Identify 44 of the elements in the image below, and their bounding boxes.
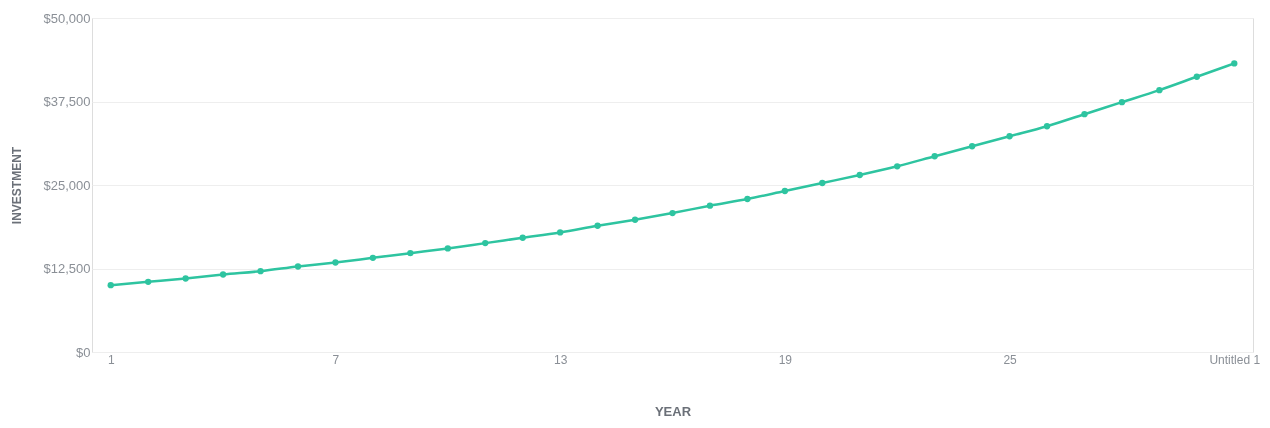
point bbox=[594, 222, 601, 229]
x-tick-label: 7 bbox=[332, 352, 340, 367]
point bbox=[669, 209, 676, 217]
point bbox=[556, 229, 564, 236]
point bbox=[1118, 99, 1126, 106]
point bbox=[145, 278, 152, 286]
x-tick-label: 19 bbox=[778, 352, 793, 367]
point bbox=[1043, 123, 1051, 130]
point bbox=[1156, 86, 1163, 94]
x-tick-label: 1 bbox=[107, 352, 115, 367]
point bbox=[1081, 111, 1088, 118]
point bbox=[856, 171, 863, 179]
point bbox=[931, 153, 938, 160]
x-tick-label: 13 bbox=[553, 352, 568, 367]
point bbox=[1006, 133, 1013, 140]
point bbox=[744, 195, 751, 203]
point bbox=[819, 179, 826, 187]
point bbox=[706, 202, 714, 209]
y-tick-label: $12,500 bbox=[43, 261, 91, 276]
y-tick-label: $25,000 bbox=[43, 177, 91, 193]
point bbox=[781, 187, 789, 195]
point bbox=[1231, 60, 1238, 67]
y-tick-label: $0 bbox=[76, 344, 91, 360]
y-tick-label: $37,500 bbox=[43, 94, 91, 109]
y-tick-label: $50,000 bbox=[43, 10, 91, 26]
point bbox=[182, 275, 189, 282]
point bbox=[1193, 73, 1200, 80]
point bbox=[332, 259, 339, 266]
x-tick-label: 25 bbox=[1003, 352, 1018, 367]
point bbox=[631, 216, 639, 223]
point bbox=[369, 254, 377, 261]
point bbox=[444, 245, 451, 252]
x-tick-label: Untitled 1 bbox=[1209, 352, 1261, 367]
point bbox=[107, 282, 114, 289]
point bbox=[219, 271, 227, 278]
point bbox=[519, 234, 526, 241]
point bbox=[482, 239, 489, 247]
point bbox=[294, 263, 302, 270]
x-axis-title: YEAR bbox=[654, 403, 692, 419]
point bbox=[894, 163, 901, 170]
point bbox=[407, 249, 414, 257]
point bbox=[257, 268, 264, 275]
point bbox=[968, 143, 976, 150]
y-axis-title: INVESTMENT bbox=[9, 146, 24, 225]
